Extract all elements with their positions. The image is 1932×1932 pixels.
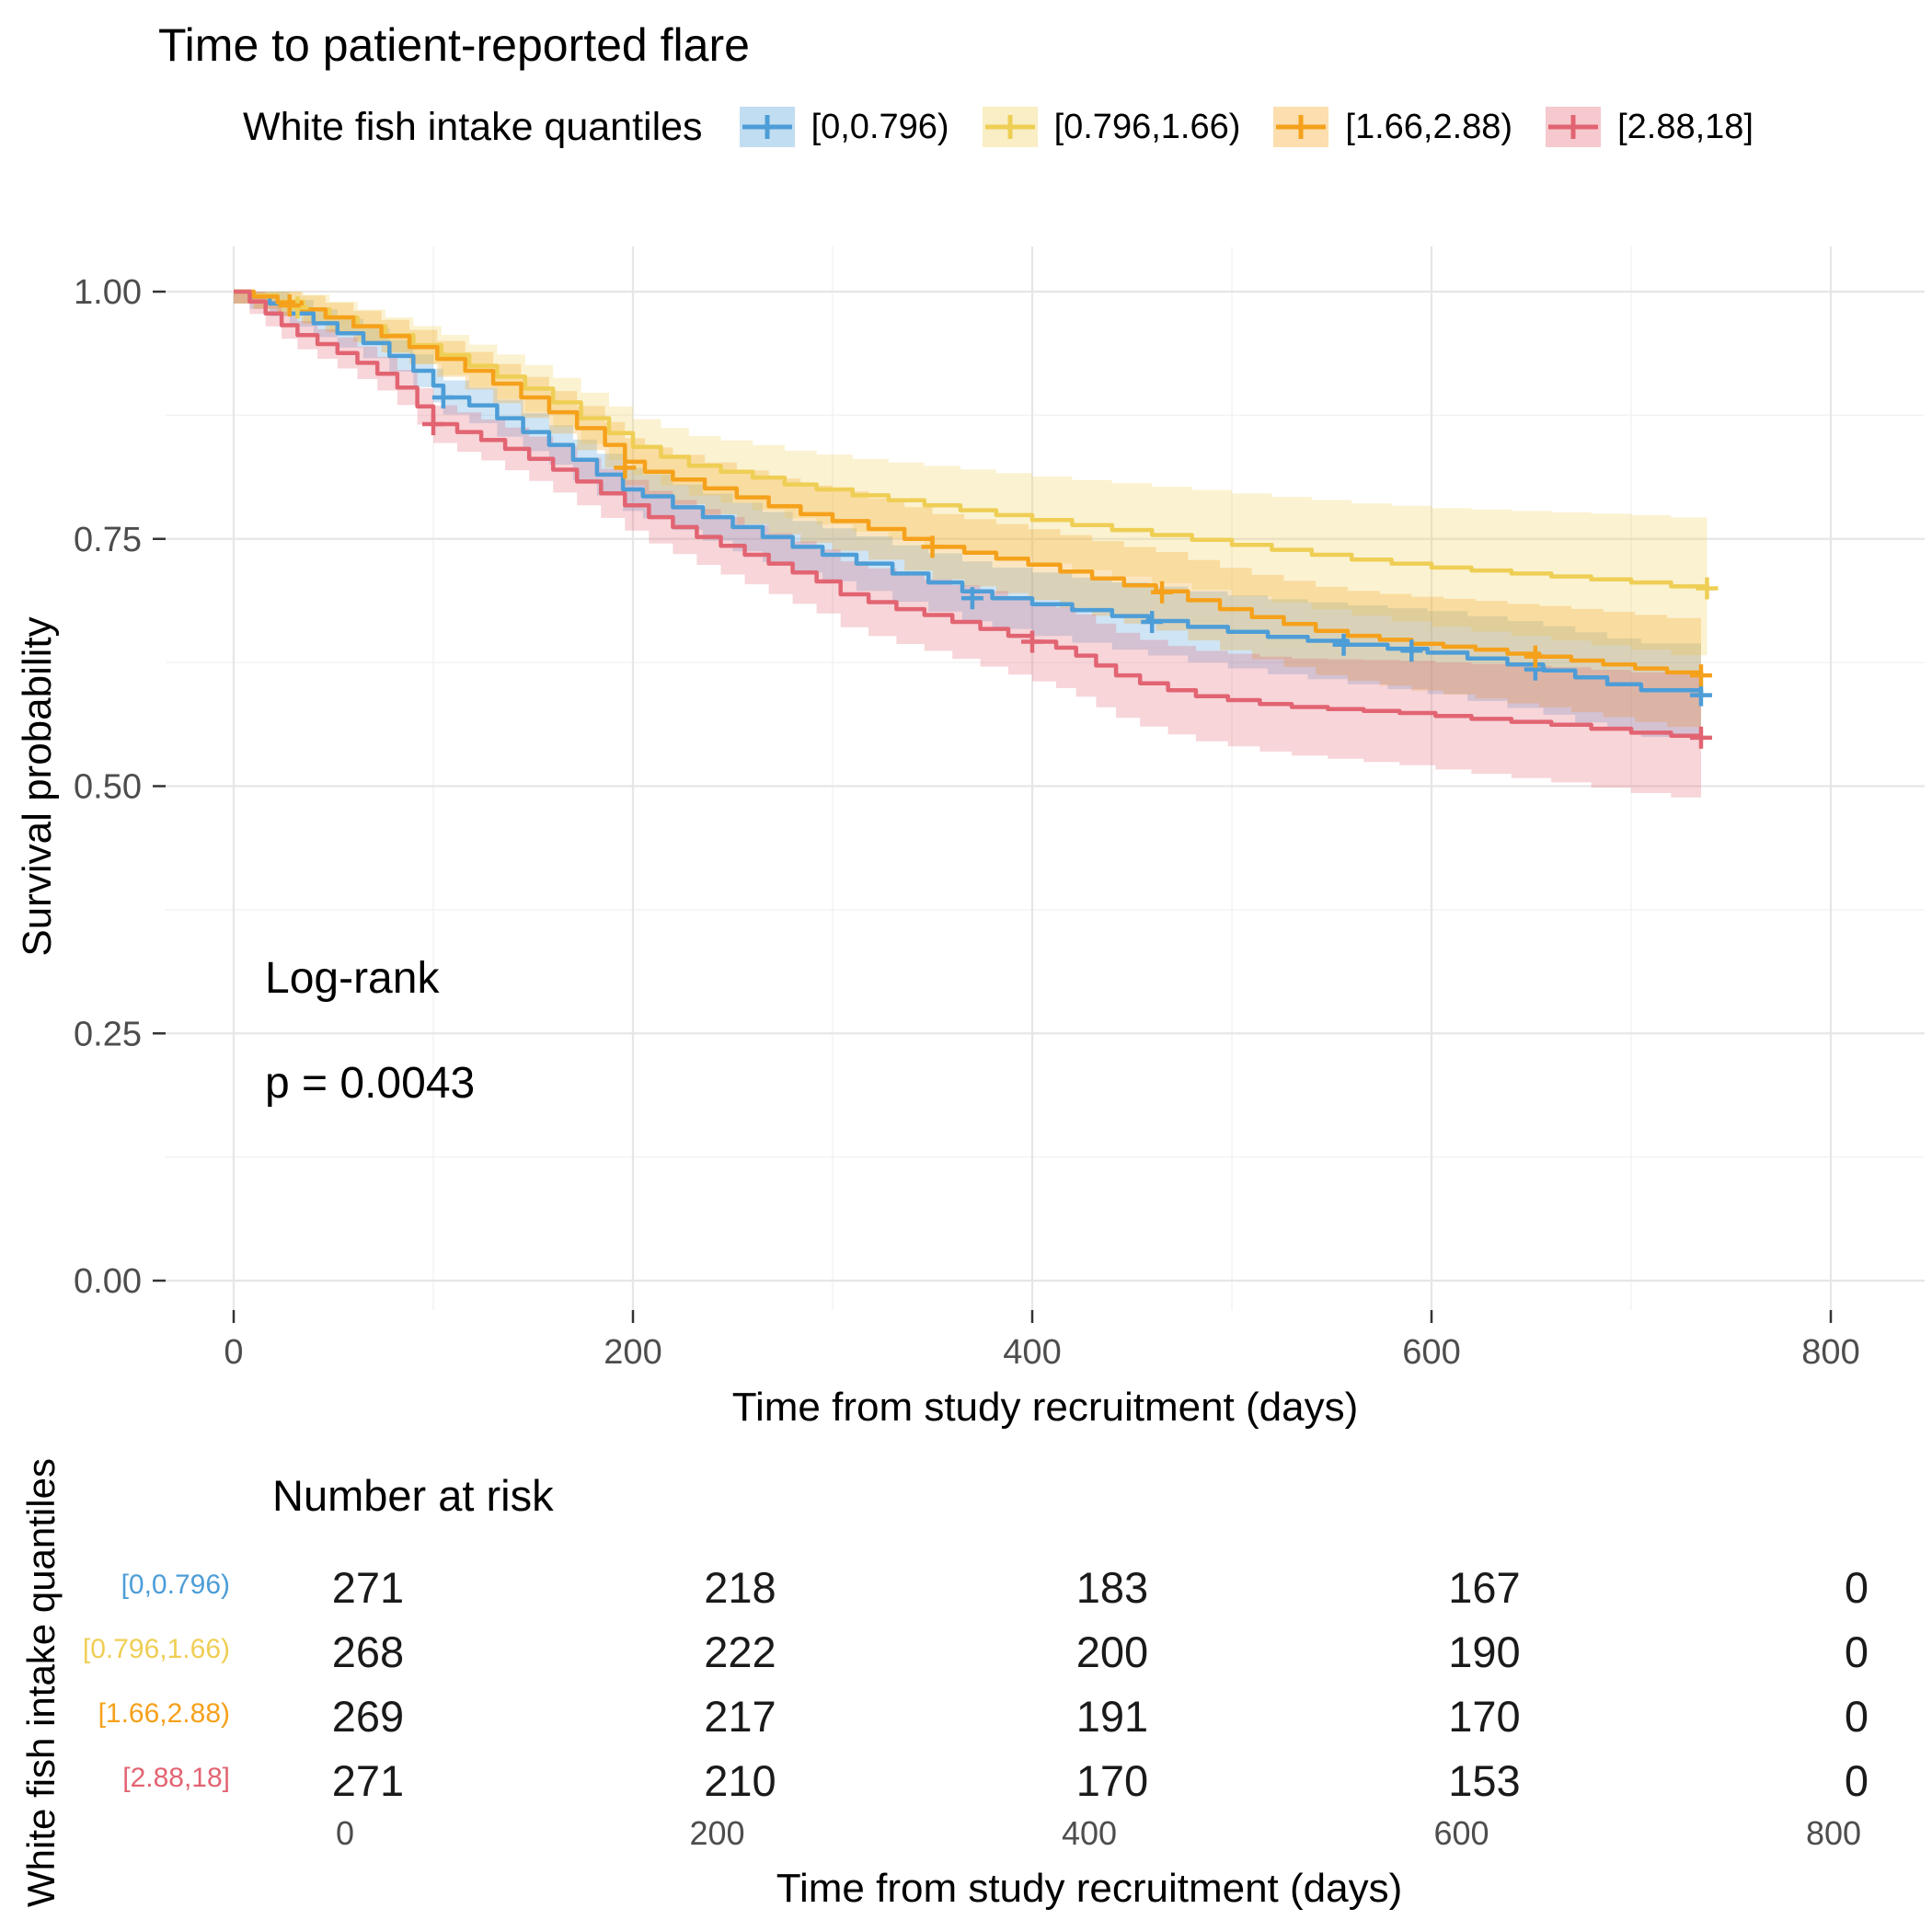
x-axis-ticks: 0 200 400 600 800 (224, 1310, 1860, 1372)
risk-count: 191 (1075, 1692, 1149, 1741)
risk-x-tick-label: 0 (335, 1814, 355, 1852)
y-tick-label: 0.50 (74, 768, 142, 807)
risk-count: 153 (1448, 1756, 1521, 1805)
risk-x-tick-label: 400 (1061, 1814, 1118, 1852)
risk-count: 190 (1448, 1627, 1521, 1676)
x-tick-label: 600 (1402, 1333, 1460, 1372)
legend-item: [0.796,1.66) (981, 103, 1241, 151)
ci-ribbon-2 (234, 292, 1708, 659)
risk-count: 271 (331, 1563, 405, 1612)
x-tick-label: 0 (224, 1333, 243, 1372)
y-axis-label: Survival probability (15, 616, 60, 957)
y-tick-label: 0.25 (74, 1015, 142, 1053)
legend-item-label: [0.796,1.66) (1053, 107, 1241, 146)
risk-count: 268 (331, 1627, 405, 1676)
logrank-label: Log-rank (265, 954, 440, 1003)
risk-x-tick-label: 800 (1805, 1814, 1862, 1852)
legend-items: [0,0.796) [0.796,1.66) [1.66,2.88) [2.88,18… (738, 103, 1754, 151)
risk-count: 269 (331, 1692, 405, 1741)
risk-count: 167 (1448, 1563, 1521, 1612)
risk-count: 200 (1075, 1627, 1149, 1676)
risk-x-tick-label: 600 (1433, 1814, 1489, 1852)
survival-curve-4 (234, 289, 1704, 738)
risk-x-tick-label: 200 (689, 1814, 745, 1852)
x-tick-label: 400 (1003, 1333, 1061, 1372)
ci-ribbon-3 (234, 292, 1701, 731)
y-axis-ticks: 0.00 0.25 0.50 0.75 1.00 (74, 273, 166, 1301)
risk-count: 170 (1448, 1692, 1521, 1741)
legend-key-icon (1546, 107, 1602, 147)
risk-count: 0 (1844, 1756, 1869, 1805)
censor-marks-3 (278, 294, 1712, 687)
chart-title: Time to patient-reported flare (158, 19, 750, 71)
risk-count: 183 (1075, 1563, 1149, 1612)
legend-item: [2.88,18] (1544, 103, 1754, 151)
risk-row-label: [0,0.796) (121, 1570, 230, 1600)
legend-item-label: [2.88,18] (1617, 107, 1754, 146)
survival-plot-canvas: 0.00 0.25 0.50 0.75 1.00 0 200 400 600 800 (74, 247, 1925, 1372)
y-tick-label: 0.00 (74, 1262, 142, 1301)
censor-marks-4 (422, 413, 1712, 749)
p-value-label: p = 0.0043 (265, 1059, 476, 1108)
risk-count: 0 (1844, 1692, 1869, 1741)
legend-key-icon (739, 107, 795, 147)
risk-count: 217 (704, 1692, 776, 1741)
censor-marks-1 (431, 386, 1712, 707)
legend-item: [1.66,2.88) (1271, 103, 1512, 151)
legend-item-label: [1.66,2.88) (1345, 107, 1513, 146)
legend: White fish intake quantiles [0,0.796) [0.… (0, 103, 1932, 151)
x-tick-label: 200 (604, 1333, 661, 1372)
risk-table-x-axis-label: Time from study recruitment (days) (776, 1866, 1403, 1911)
risk-row-label: [2.88,18] (122, 1763, 230, 1793)
grid-major (166, 247, 1925, 1310)
risk-count: 0 (1844, 1627, 1869, 1676)
legend-item-label: [0,0.796) (811, 107, 949, 146)
risk-table-side-label: White fish intake quantiles (19, 1458, 63, 1907)
y-tick-label: 0.75 (74, 521, 142, 559)
ci-ribbon-4 (234, 292, 1701, 800)
risk-row-label: [0.796,1.66) (82, 1634, 230, 1664)
legend-key-icon (982, 107, 1038, 147)
risk-row-label: [1.66,2.88) (98, 1698, 230, 1729)
risk-count: 0 (1844, 1563, 1869, 1612)
legend-title: White fish intake quantiles (243, 104, 703, 149)
y-tick-label: 1.00 (74, 273, 142, 312)
risk-count: 222 (704, 1627, 776, 1676)
x-axis-label: Time from study recruitment (days) (731, 1385, 1359, 1430)
risk-count: 218 (704, 1563, 776, 1612)
legend-key-icon (1273, 107, 1329, 147)
risk-count: 210 (704, 1756, 776, 1805)
risk-count: 170 (1075, 1756, 1149, 1805)
risk-table-heading: Number at risk (272, 1471, 554, 1520)
legend-item: [0,0.796) (738, 103, 949, 151)
x-tick-label: 800 (1801, 1333, 1859, 1372)
risk-count: 271 (331, 1756, 405, 1805)
